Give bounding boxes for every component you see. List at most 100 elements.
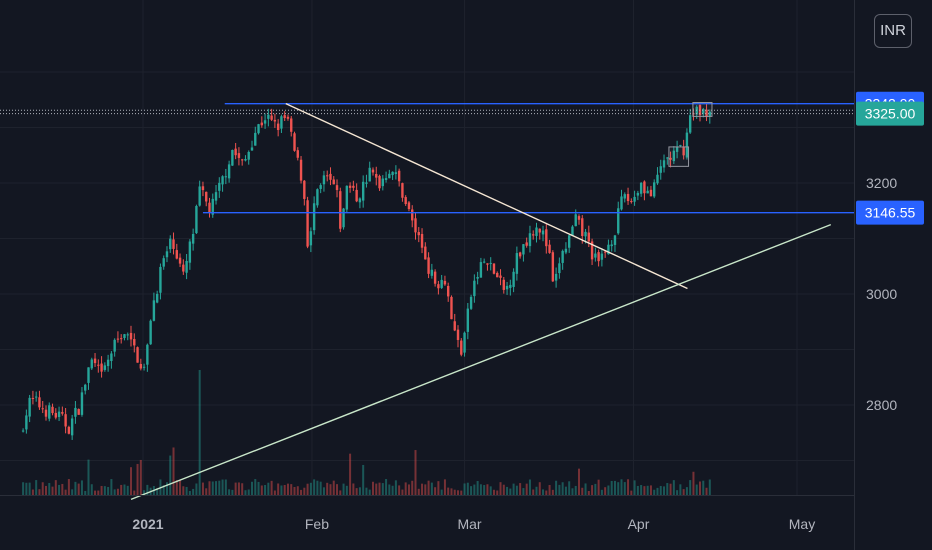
candle-body <box>617 208 620 234</box>
volume-bar <box>290 484 293 495</box>
candle-body <box>162 258 165 267</box>
volume-bar <box>58 484 61 495</box>
volume-bar <box>260 485 263 495</box>
candle-body <box>440 279 443 288</box>
candle-body <box>643 181 646 194</box>
candle-body <box>659 166 662 173</box>
volume-bar <box>277 483 280 495</box>
volume-bar <box>329 484 332 495</box>
volume-bar <box>224 479 227 495</box>
volume-bar <box>44 485 47 495</box>
volume-bar <box>218 480 221 495</box>
candle-body <box>590 241 594 260</box>
candle-body <box>64 414 67 427</box>
volume-bar <box>535 486 538 495</box>
volume-bar <box>512 483 515 495</box>
candle-body <box>548 244 551 253</box>
candle-body <box>407 202 411 210</box>
candle-body <box>623 194 626 199</box>
candle-body <box>532 234 535 236</box>
volume-bar <box>257 481 260 495</box>
volume-bar <box>234 482 237 495</box>
volume-bar <box>375 483 378 495</box>
candle-body <box>581 218 584 237</box>
candle-body <box>388 173 391 179</box>
candle-body <box>463 332 466 353</box>
volume-bar <box>77 483 80 495</box>
candle-body <box>518 252 522 257</box>
candle-body <box>433 271 437 284</box>
candle-body <box>476 277 479 279</box>
volume-bar <box>545 490 548 495</box>
volume-bar <box>388 484 391 495</box>
volume-bar <box>241 483 244 495</box>
candle-body <box>28 397 31 417</box>
volume-bar <box>427 480 430 495</box>
volume-bar <box>267 482 270 495</box>
candle-body <box>44 409 48 417</box>
candle-body <box>469 296 473 309</box>
candle-body <box>244 158 247 161</box>
candle-body <box>133 338 136 346</box>
candle-body <box>319 185 322 189</box>
volume-bar <box>463 483 466 495</box>
candle-body <box>626 193 630 202</box>
volume-bar <box>542 489 545 495</box>
volume-bar <box>185 486 188 495</box>
candle-body <box>260 122 264 126</box>
volume-bar <box>349 453 352 495</box>
volume-bar <box>600 489 603 495</box>
volume-bar <box>182 486 185 495</box>
volume-bar <box>623 482 626 495</box>
volume-bar <box>421 483 424 495</box>
candle-body <box>564 248 568 253</box>
candle-body <box>561 250 564 263</box>
volume-bar <box>627 479 630 495</box>
volume-bar <box>633 480 636 495</box>
candle-body <box>172 239 175 249</box>
volume-bar <box>496 490 499 495</box>
candle-body <box>603 251 607 253</box>
volume-bar <box>336 484 339 495</box>
candle-body <box>110 353 113 362</box>
volume-bar <box>31 489 34 495</box>
volume-bar <box>643 486 646 495</box>
grid <box>0 0 854 495</box>
volume-bar <box>198 370 201 495</box>
candle-body <box>620 196 623 210</box>
candle-body <box>280 116 283 129</box>
volume-bar <box>110 479 113 495</box>
candle-body <box>397 170 401 182</box>
candle-body <box>345 185 349 210</box>
candle-body <box>567 235 571 248</box>
candle-body <box>368 167 371 182</box>
volume-bar <box>689 480 692 495</box>
candle-body <box>205 191 208 202</box>
volume-bar <box>587 490 590 495</box>
candle-body <box>633 196 636 202</box>
currency-button[interactable]: INR <box>874 14 912 48</box>
candle-body <box>70 418 74 436</box>
volume-bar <box>506 486 509 495</box>
volume-bar <box>221 479 224 495</box>
candle-body <box>303 180 306 199</box>
candle-body <box>577 216 581 220</box>
volume-bar <box>169 455 172 495</box>
ascending-trendline <box>130 223 832 501</box>
candle-body <box>375 173 378 178</box>
volume-bar <box>698 481 701 495</box>
volume-bar <box>208 481 211 495</box>
volume-bar <box>479 484 482 495</box>
candle-body <box>309 231 313 246</box>
candle-body <box>152 300 156 321</box>
candle-body <box>607 244 610 255</box>
candle-body <box>126 334 129 336</box>
candle-body <box>443 280 447 285</box>
volume-bar <box>528 479 531 495</box>
candle-body <box>342 208 345 228</box>
candle-body <box>675 146 679 152</box>
volume-bar <box>215 481 218 495</box>
volume-bar <box>561 482 564 495</box>
volume-bar <box>120 484 123 495</box>
